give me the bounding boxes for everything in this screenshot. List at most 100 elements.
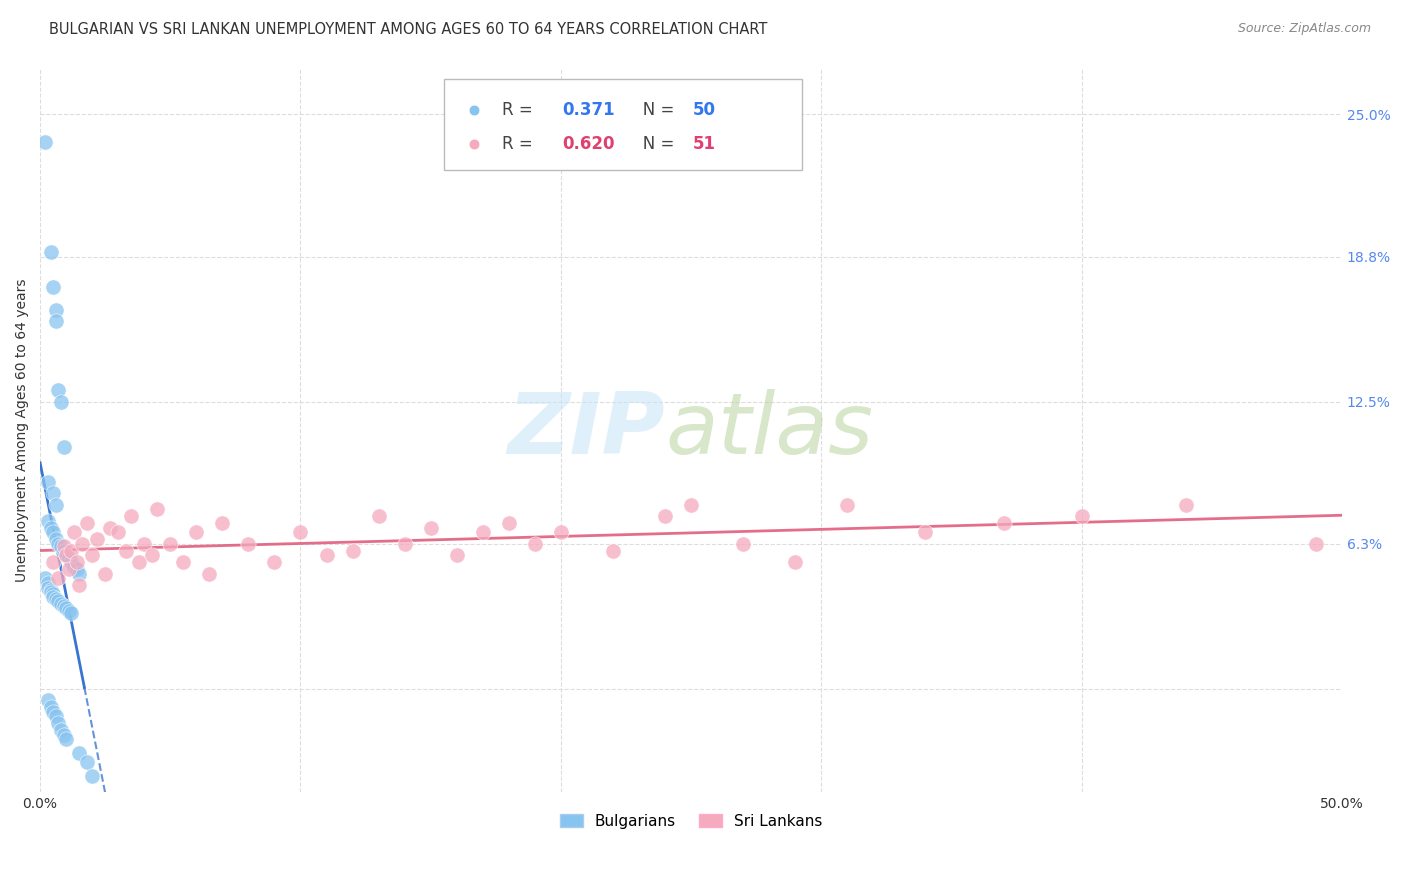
Text: 0.371: 0.371 [562, 101, 614, 119]
Point [45, 498, 67, 512]
Point [52, 441, 75, 455]
Point [42, 279, 65, 293]
Point [70, 537, 93, 551]
Point [37, 475, 59, 489]
Point [52, 599, 75, 613]
Point [263, 555, 285, 569]
Point [42, 525, 65, 540]
Point [82, 769, 104, 783]
Point [52, 544, 75, 558]
Point [1305, 537, 1327, 551]
Point [128, 555, 150, 569]
Point [107, 525, 129, 540]
Point [39, 245, 62, 260]
Point [1070, 509, 1092, 524]
Text: BULGARIAN VS SRI LANKAN UNEMPLOYMENT AMONG AGES 60 TO 64 YEARS CORRELATION CHART: BULGARIAN VS SRI LANKAN UNEMPLOYMENT AMO… [49, 22, 768, 37]
Point [342, 544, 364, 558]
Point [67, 578, 90, 592]
Point [63, 560, 86, 574]
Point [49, 597, 72, 611]
Point [1174, 498, 1197, 512]
Point [367, 509, 389, 524]
Point [46, 571, 69, 585]
Point [785, 555, 807, 569]
Point [34, 135, 56, 149]
Point [146, 502, 169, 516]
Point [498, 516, 520, 531]
Point [55, 549, 77, 563]
Point [211, 516, 233, 531]
Point [39, 521, 62, 535]
Point [134, 537, 156, 551]
Point [315, 549, 337, 563]
Point [37, 514, 59, 528]
Point [733, 537, 755, 551]
Point [42, 705, 65, 719]
Text: R =: R = [502, 136, 538, 153]
Point [67, 566, 90, 581]
Text: N =: N = [627, 136, 681, 153]
Text: R =: R = [502, 101, 538, 119]
Point [46, 716, 69, 731]
Point [993, 516, 1015, 531]
Point [52, 539, 75, 553]
Point [39, 582, 62, 597]
Point [60, 606, 83, 620]
Point [523, 537, 546, 551]
Point [60, 544, 83, 558]
Point [120, 509, 142, 524]
Point [60, 555, 83, 569]
Point [76, 755, 98, 769]
Point [86, 533, 108, 547]
Text: ZIP: ZIP [508, 389, 665, 472]
Text: N =: N = [627, 101, 681, 119]
Point [58, 550, 80, 565]
Point [45, 592, 67, 607]
Point [76, 516, 98, 531]
Text: 50: 50 [692, 101, 716, 119]
Point [37, 693, 59, 707]
Point [55, 601, 77, 615]
Point [42, 590, 65, 604]
Point [65, 555, 87, 569]
Point [914, 525, 936, 540]
Point [45, 533, 67, 547]
Point [52, 727, 75, 741]
Point [42, 587, 65, 601]
Point [198, 566, 221, 581]
Point [39, 585, 62, 599]
Text: 0.620: 0.620 [562, 136, 614, 153]
Point [67, 746, 90, 760]
Point [45, 709, 67, 723]
Point [55, 732, 77, 747]
Point [34, 571, 56, 585]
Point [45, 314, 67, 328]
Y-axis label: Unemployment Among Ages 60 to 64 years: Unemployment Among Ages 60 to 64 years [15, 278, 30, 582]
Point [58, 603, 80, 617]
Point [42, 486, 65, 500]
Point [45, 302, 67, 317]
Point [602, 544, 624, 558]
Text: atlas: atlas [665, 389, 873, 472]
Point [49, 539, 72, 553]
Point [100, 521, 122, 535]
Point [141, 549, 163, 563]
Point [63, 525, 86, 540]
Point [654, 509, 676, 524]
Point [159, 537, 181, 551]
Point [471, 525, 494, 540]
FancyBboxPatch shape [444, 79, 801, 169]
Point [55, 549, 77, 563]
Point [37, 581, 59, 595]
Point [290, 525, 312, 540]
Point [238, 537, 260, 551]
Point [186, 525, 208, 540]
Point [419, 521, 441, 535]
Point [37, 576, 59, 591]
Point [394, 537, 416, 551]
Legend: Bulgarians, Sri Lankans: Bulgarians, Sri Lankans [554, 807, 828, 835]
Point [58, 562, 80, 576]
Point [42, 555, 65, 569]
Text: Source: ZipAtlas.com: Source: ZipAtlas.com [1237, 22, 1371, 36]
Point [46, 383, 69, 397]
